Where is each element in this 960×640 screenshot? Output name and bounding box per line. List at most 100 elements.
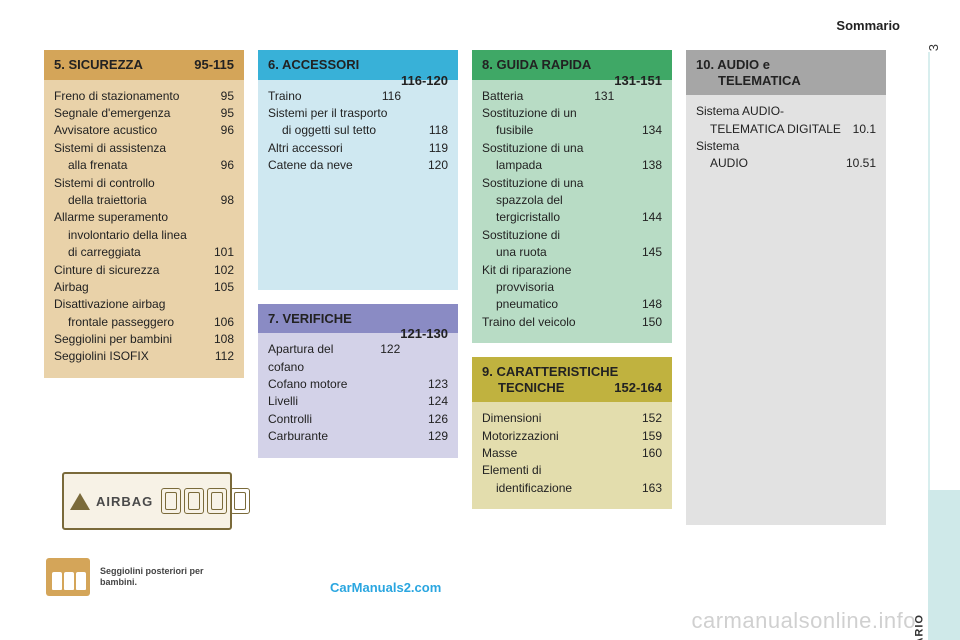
toc-page: 131 bbox=[580, 88, 614, 105]
toc-label: Apartura del cofano bbox=[268, 341, 366, 376]
toc-row: Sostituzione di bbox=[482, 227, 662, 244]
warning-triangle-icon bbox=[70, 493, 90, 510]
toc-label: pneumatico bbox=[482, 296, 628, 313]
section-9-head: 9. CARATTERISTICHE TECNICHE 152-164 bbox=[472, 357, 672, 402]
toc-label: Sistemi di controllo bbox=[54, 175, 234, 192]
toc-row: tergicristallo144 bbox=[482, 209, 662, 226]
section-10: 10. AUDIO e TELEMATICA Sistema AUDIO-TEL… bbox=[686, 50, 886, 525]
toc-row: Avvisatore acustico96 bbox=[54, 122, 234, 139]
section-6-head: 6. ACCESSORI 116-120 bbox=[258, 50, 458, 80]
toc-row: Sistema AUDIO- bbox=[696, 103, 876, 120]
toc-label: Sostituzione di un bbox=[482, 105, 662, 122]
section-9-body: Dimensioni152Motorizzazioni159Masse160El… bbox=[472, 402, 672, 509]
section-6-range: 116-120 bbox=[401, 73, 448, 89]
airbag-label: AIRBAG bbox=[96, 494, 153, 509]
toc-row: spazzola del bbox=[482, 192, 662, 209]
section-5-body: Freno di stazionamento95Segnale d'emerge… bbox=[44, 80, 244, 378]
toc-page: 96 bbox=[200, 157, 234, 174]
section-8-range: 131-151 bbox=[614, 73, 662, 89]
toc-page: 95 bbox=[200, 105, 234, 122]
section-5-head: 5. SICUREZZA 95-115 bbox=[44, 50, 244, 80]
toc-row: Apartura del cofano122 bbox=[268, 341, 400, 376]
toc-row: identificazione163 bbox=[482, 480, 662, 497]
toc-row: alla frenata96 bbox=[54, 157, 234, 174]
toc-label: Sostituzione di una bbox=[482, 175, 662, 192]
seat-note: Seggiolini posteriori per bambini. bbox=[46, 558, 256, 596]
section-10-title-1: 10. AUDIO e bbox=[696, 57, 770, 72]
toc-label: Cinture di sicurezza bbox=[54, 262, 200, 279]
toc-label: identificazione bbox=[482, 480, 628, 497]
toc-row: Freno di stazionamento95 bbox=[54, 88, 234, 105]
toc-row: TELEMATICA DIGITALE10.1 bbox=[696, 121, 876, 138]
toc-label: Sistema AUDIO- bbox=[696, 103, 876, 120]
toc-page: 119 bbox=[414, 140, 448, 157]
toc-label: involontario della linea bbox=[54, 227, 234, 244]
section-8: 8. GUIDA RAPIDA 131-151 Batteria131Sosti… bbox=[472, 50, 672, 343]
toc-page: 138 bbox=[628, 157, 662, 174]
toc-page: 129 bbox=[414, 428, 448, 445]
toc-row: Seggiolini per bambini108 bbox=[54, 331, 234, 348]
page-number: 3 bbox=[926, 44, 941, 51]
toc-label: Seggiolini ISOFIX bbox=[54, 348, 200, 365]
rear-seats-icon bbox=[46, 558, 90, 596]
header-title: Sommario bbox=[836, 18, 900, 33]
toc-row: Dimensioni152 bbox=[482, 410, 662, 427]
seat-note-line-2: bambini. bbox=[100, 577, 137, 587]
toc-label: Altri accessori bbox=[268, 140, 414, 157]
toc-page: 120 bbox=[414, 157, 448, 174]
toc-label: tergicristallo bbox=[482, 209, 628, 226]
airbag-picto-icon bbox=[207, 488, 227, 514]
toc-row: Disattivazione airbag bbox=[54, 296, 234, 313]
section-9-title-2: TECNICHE bbox=[482, 380, 564, 395]
seat-note-line-1: Seggiolini posteriori per bbox=[100, 566, 204, 576]
toc-page: 101 bbox=[200, 244, 234, 261]
toc-label: provvisoria bbox=[482, 279, 662, 296]
toc-label: della traiettoria bbox=[54, 192, 200, 209]
section-10-head: 10. AUDIO e TELEMATICA bbox=[686, 50, 886, 95]
side-tab-divider bbox=[928, 52, 940, 492]
side-tab-highlight bbox=[928, 490, 960, 640]
section-6-body: Traino116Sistemi per il trasportodi ogge… bbox=[258, 80, 458, 290]
toc-page: 126 bbox=[414, 411, 448, 428]
toc-row: Seggiolini ISOFIX112 bbox=[54, 348, 234, 365]
toc-label: di carreggiata bbox=[54, 244, 200, 261]
toc-label: Dimensioni bbox=[482, 410, 628, 427]
watermark-carmanuals2: CarManuals2.com bbox=[330, 580, 441, 595]
toc-page: 118 bbox=[414, 122, 448, 139]
col-2: 6. ACCESSORI 116-120 Traino116Sistemi pe… bbox=[258, 50, 458, 525]
col-1: 5. SICUREZZA 95-115 Freno di stazionamen… bbox=[44, 50, 244, 525]
toc-row: Carburante129 bbox=[268, 428, 448, 445]
toc-row: lampada138 bbox=[482, 157, 662, 174]
toc-label: Cofano motore bbox=[268, 376, 414, 393]
section-8-title: 8. GUIDA RAPIDA bbox=[482, 57, 591, 72]
toc-page: 122 bbox=[366, 341, 400, 376]
watermark-carmanualsonline: carmanualsonline.info bbox=[691, 608, 916, 634]
toc-page: 112 bbox=[200, 348, 234, 365]
toc-row: pneumatico148 bbox=[482, 296, 662, 313]
toc-row: Cofano motore123 bbox=[268, 376, 448, 393]
toc-row: frontale passeggero106 bbox=[54, 314, 234, 331]
toc-label: di oggetti sul tetto bbox=[268, 122, 414, 139]
toc-label: Disattivazione airbag bbox=[54, 296, 234, 313]
toc-page: 98 bbox=[200, 192, 234, 209]
toc-label: Elementi di bbox=[482, 462, 662, 479]
section-9: 9. CARATTERISTICHE TECNICHE 152-164 Dime… bbox=[472, 357, 672, 509]
toc-label: frontale passeggero bbox=[54, 314, 200, 331]
toc-row: fusibile134 bbox=[482, 122, 662, 139]
toc-row: Sistema bbox=[696, 138, 876, 155]
toc-row: involontario della linea bbox=[54, 227, 234, 244]
toc-row: Sistemi per il trasporto bbox=[268, 105, 448, 122]
seat-note-text: Seggiolini posteriori per bambini. bbox=[100, 566, 204, 588]
toc-page: 144 bbox=[628, 209, 662, 226]
section-6-title: 6. ACCESSORI bbox=[268, 57, 359, 72]
toc-row: Elementi di bbox=[482, 462, 662, 479]
toc-page: 102 bbox=[200, 262, 234, 279]
toc-label: Avvisatore acustico bbox=[54, 122, 200, 139]
toc-page: 163 bbox=[628, 480, 662, 497]
toc-row: Batteria131 bbox=[482, 88, 614, 105]
toc-row: Kit di riparazione bbox=[482, 262, 662, 279]
toc-label: spazzola del bbox=[482, 192, 662, 209]
page: Sommario 3 SOMMARIO 5. SICUREZZA 95-115 … bbox=[0, 0, 960, 640]
toc-row: Segnale d'emergenza95 bbox=[54, 105, 234, 122]
toc-page: 160 bbox=[628, 445, 662, 462]
